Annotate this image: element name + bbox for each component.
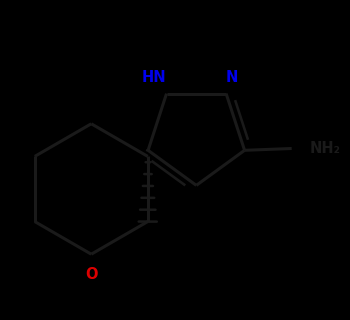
Text: HN: HN: [141, 70, 166, 85]
Text: N: N: [225, 70, 238, 85]
Text: O: O: [85, 267, 98, 282]
Text: NH₂: NH₂: [310, 141, 341, 156]
